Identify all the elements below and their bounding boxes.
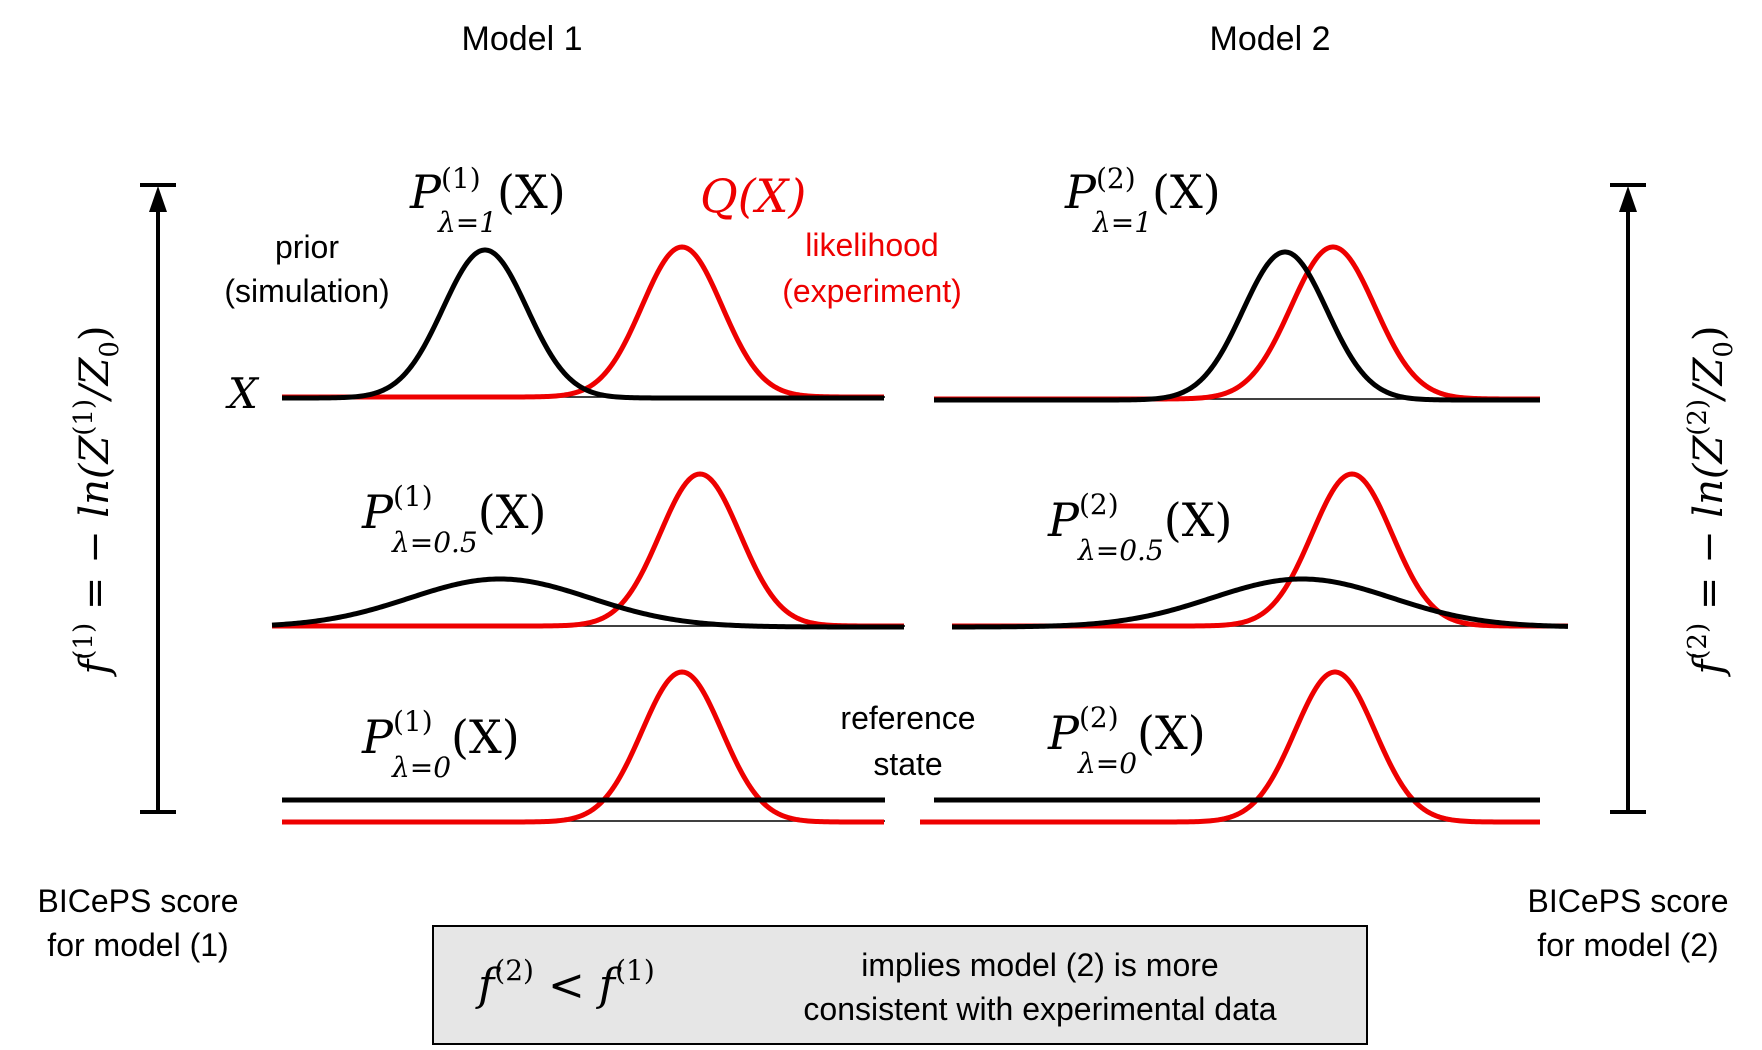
model1-lambda1-prior-curve — [281, 247, 885, 401]
label-model1-lambda0: P(1) λ=0(X) — [361, 705, 520, 784]
model1-lambda1-likelihood-curve — [281, 244, 885, 400]
conclusion-box: f(2) < f(1) implies model (2) is more co… — [432, 925, 1368, 1045]
likelihood-label-line1: likelihood — [805, 227, 938, 263]
conclusion-box-background — [432, 925, 1368, 1045]
conclusion-text-line2: consistent with experimental data — [803, 991, 1276, 1027]
label-model2-lambda05: P(2) λ=0.5(X) — [1047, 488, 1232, 567]
likelihood-label-line2: (experiment) — [782, 273, 962, 309]
model2-lambda05-prior-curve — [951, 576, 1569, 630]
conclusion-text-line1: implies model (2) is more — [861, 947, 1218, 983]
model2-lambda1-prior-curve — [933, 249, 1541, 403]
left-score-caption-line2: for model (1) — [47, 927, 228, 963]
label-model1-lambda1: P(1) λ=1(X) — [409, 162, 566, 239]
left-score-caption-line1: BICePS score — [38, 883, 239, 919]
left-score-axis — [140, 183, 176, 814]
right-score-caption-line1: BICePS score — [1528, 883, 1729, 919]
left-axis-label: f(1) = − ln(Z(1)/Z0) — [69, 325, 125, 677]
model1-lambda05-likelihood-curve — [271, 471, 905, 629]
q-likelihood-label: Q(X) — [700, 169, 806, 223]
prior-label-line2: (simulation) — [224, 273, 389, 309]
label-model1-lambda05: P(1) λ=0.5(X) — [361, 480, 546, 559]
model1-lambda05-prior-curve — [271, 576, 905, 630]
distribution-curves — [271, 244, 1569, 825]
prior-label-line1: prior — [275, 229, 339, 265]
conclusion-formula: f(2) < f(1) — [475, 954, 655, 1011]
right-score-axis — [1610, 183, 1646, 814]
right-axis-label: f(2) = − ln(Z(2)/Z0) — [1683, 325, 1739, 677]
right-score-caption-line2: for model (2) — [1537, 927, 1718, 963]
model-2-header: Model 2 — [1210, 20, 1331, 58]
right-axis-arrowhead — [1619, 186, 1637, 212]
model-1-header: Model 1 — [462, 20, 583, 58]
model2-lambda05-likelihood-curve — [951, 471, 1569, 629]
reference-state-line2: state — [873, 746, 942, 782]
reference-state-line1: reference — [840, 700, 975, 736]
model2-lambda0-likelihood-curve — [919, 669, 1541, 825]
label-model2-lambda1: P(2) λ=1(X) — [1064, 162, 1221, 239]
left-axis-arrowhead — [149, 186, 167, 212]
model1-lambda0-likelihood-curve — [281, 669, 885, 825]
label-model2-lambda0: P(2) λ=0(X) — [1047, 701, 1206, 780]
x-variable-label: X — [225, 369, 260, 418]
